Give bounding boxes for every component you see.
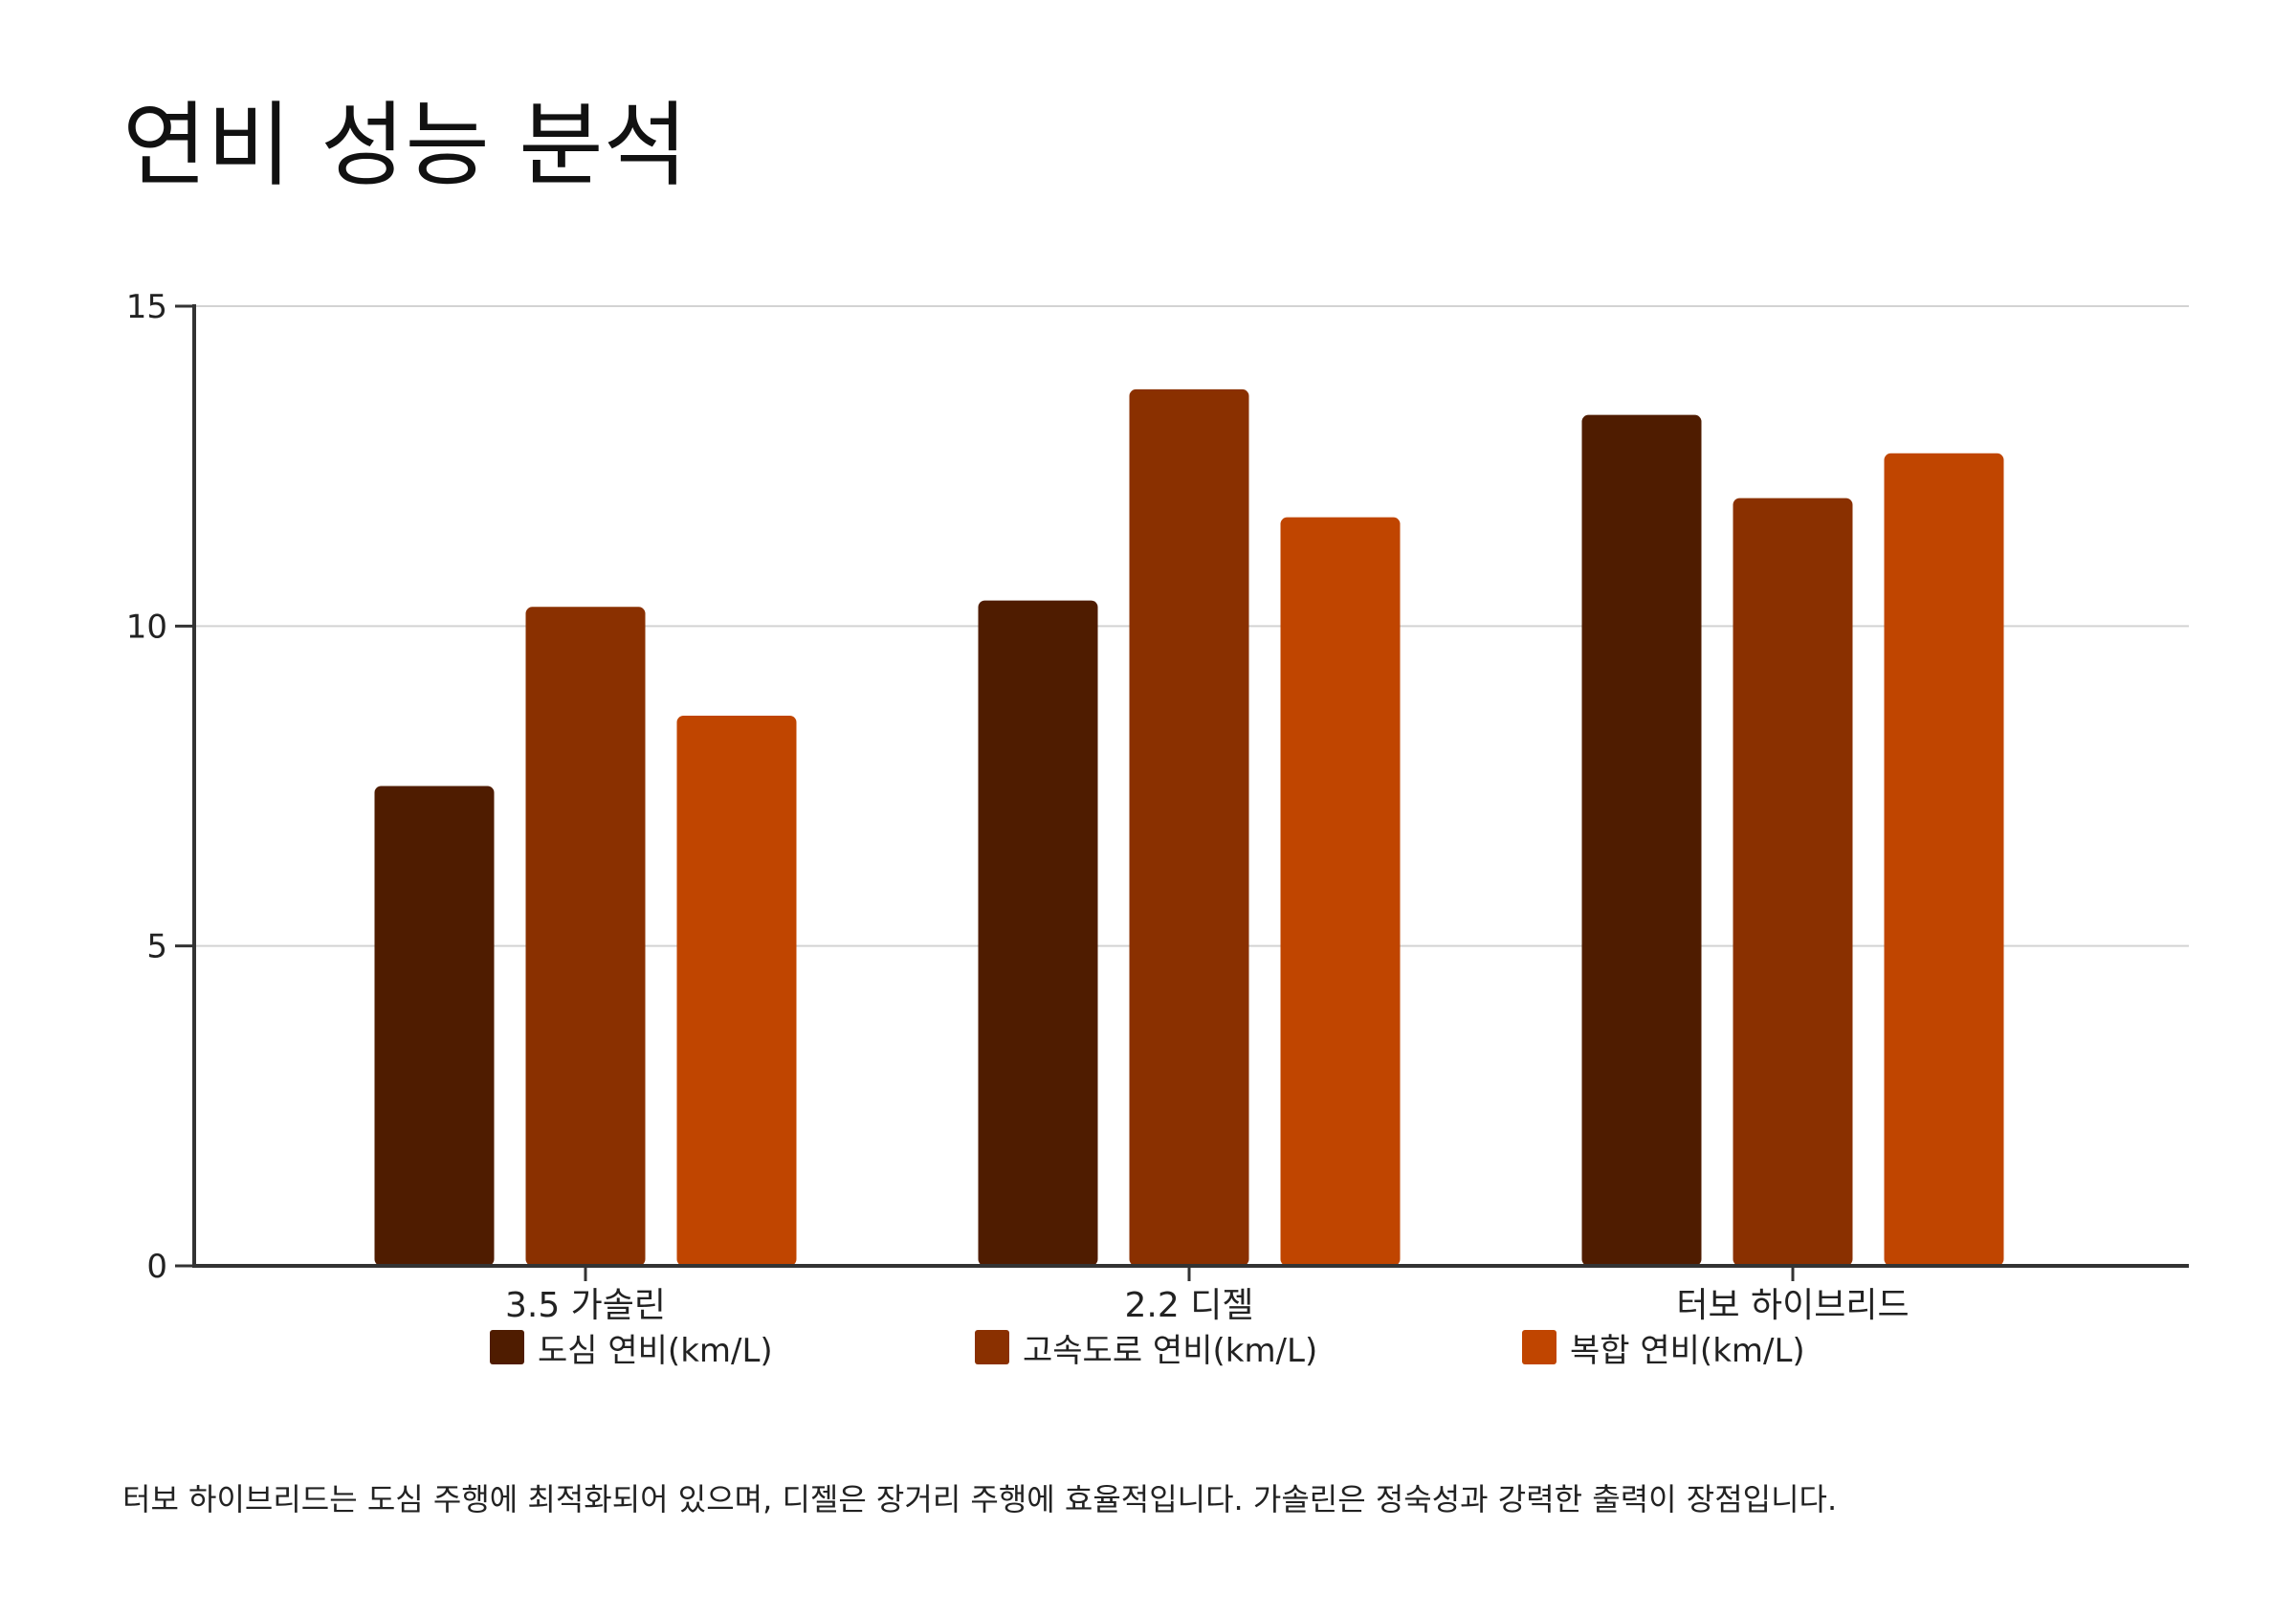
x-tick-label: 2.2 디젤: [1125, 1286, 1254, 1325]
chart-legend: 도심 연비(km/L) 고속도로 연비(km/L) 복합 연비(km/L): [0, 1323, 2296, 1371]
bar-highway: [1733, 498, 1853, 1266]
bar-city: [374, 786, 495, 1266]
bar-combined: [1280, 517, 1401, 1266]
bar-city: [1581, 414, 1702, 1266]
legend-item-highway: 고속도로 연비(km/L): [975, 1323, 1317, 1371]
bar-combined: [676, 715, 797, 1266]
chart-caption: 터보 하이브리드는 도심 주행에 최적화되어 있으며, 디젤은 장거리 주행에 …: [122, 1481, 1838, 1517]
legend-swatch-city: [490, 1330, 524, 1364]
legend-swatch-highway: [975, 1330, 1009, 1364]
y-tick-label: 15: [126, 288, 167, 326]
x-tick-label: 3.5 가솔린: [505, 1286, 666, 1325]
bar-city: [978, 600, 1098, 1266]
legend-item-city: 도심 연비(km/L): [490, 1323, 773, 1371]
x-tick-label: 터보 하이브리드: [1676, 1286, 1909, 1325]
legend-label-city: 도심 연비(km/L): [538, 1331, 773, 1370]
legend-label-highway: 고속도로 연비(km/L): [1023, 1331, 1318, 1370]
legend-label-combined: 복합 연비(km/L): [1570, 1331, 1805, 1370]
page-title: 연비 성능 분석: [122, 92, 688, 199]
bar-highway: [525, 607, 646, 1266]
bar-combined: [1884, 453, 2004, 1266]
y-tick-label: 5: [146, 928, 167, 966]
y-tick-label: 0: [146, 1248, 167, 1286]
y-tick-label: 10: [126, 608, 167, 646]
legend-item-combined: 복합 연비(km/L): [1522, 1323, 1805, 1371]
legend-swatch-combined: [1522, 1330, 1556, 1364]
bar-highway: [1129, 388, 1249, 1267]
